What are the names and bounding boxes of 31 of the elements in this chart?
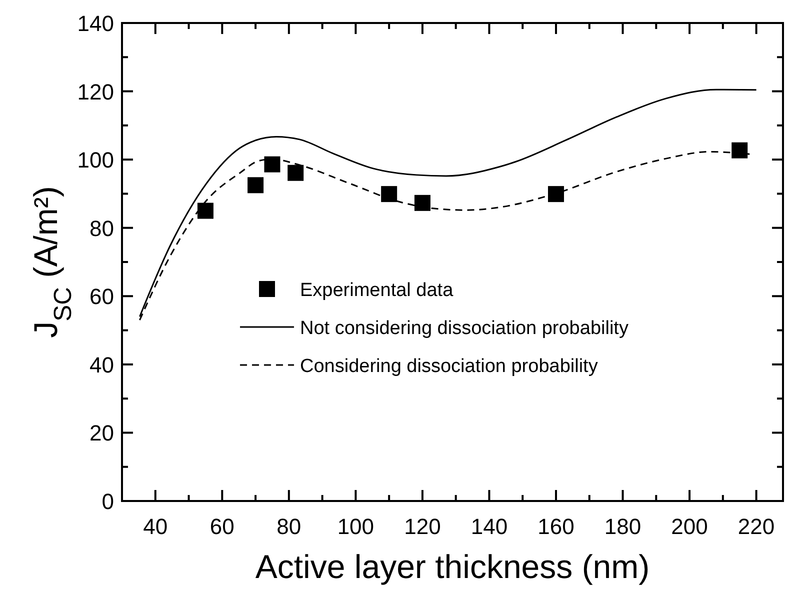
point [248,177,264,194]
x-tick-label: 120 [404,514,441,539]
y-tick-label: 20 [90,420,114,446]
y-tick-label: 120 [77,79,114,104]
y-tick-label: 80 [90,216,114,241]
point [381,186,398,202]
point [264,156,280,172]
x-tick-label: 60 [210,514,234,539]
y-tick-label: 60 [90,284,114,310]
y-tick-label: 0 [102,489,114,514]
legend-label: Not considering dissociation probability [300,318,629,339]
legend-label: Experimental data [300,280,454,301]
x-tick-label: 40 [143,514,168,539]
point [414,194,430,211]
x-axis-title: Active layer thickness (nm) [255,548,650,585]
point [288,164,304,181]
legend-label: Considering dissociation probability [300,356,598,377]
x-tick-label: 180 [604,514,642,539]
x-tick-label: 80 [276,514,302,539]
y-tick-label: 100 [77,148,114,173]
point [732,142,748,158]
x-tick-label: 140 [470,514,508,539]
y-tick-label: 140 [77,11,114,36]
x-tick-label: 200 [671,514,708,539]
x-tick-label: 220 [738,514,775,539]
x-tick-label: 160 [538,514,574,539]
point [548,186,564,202]
y-tick-label: 40 [90,352,114,378]
line-series [138,88,758,318]
point [197,202,214,219]
x-tick-label: 100 [337,514,374,539]
